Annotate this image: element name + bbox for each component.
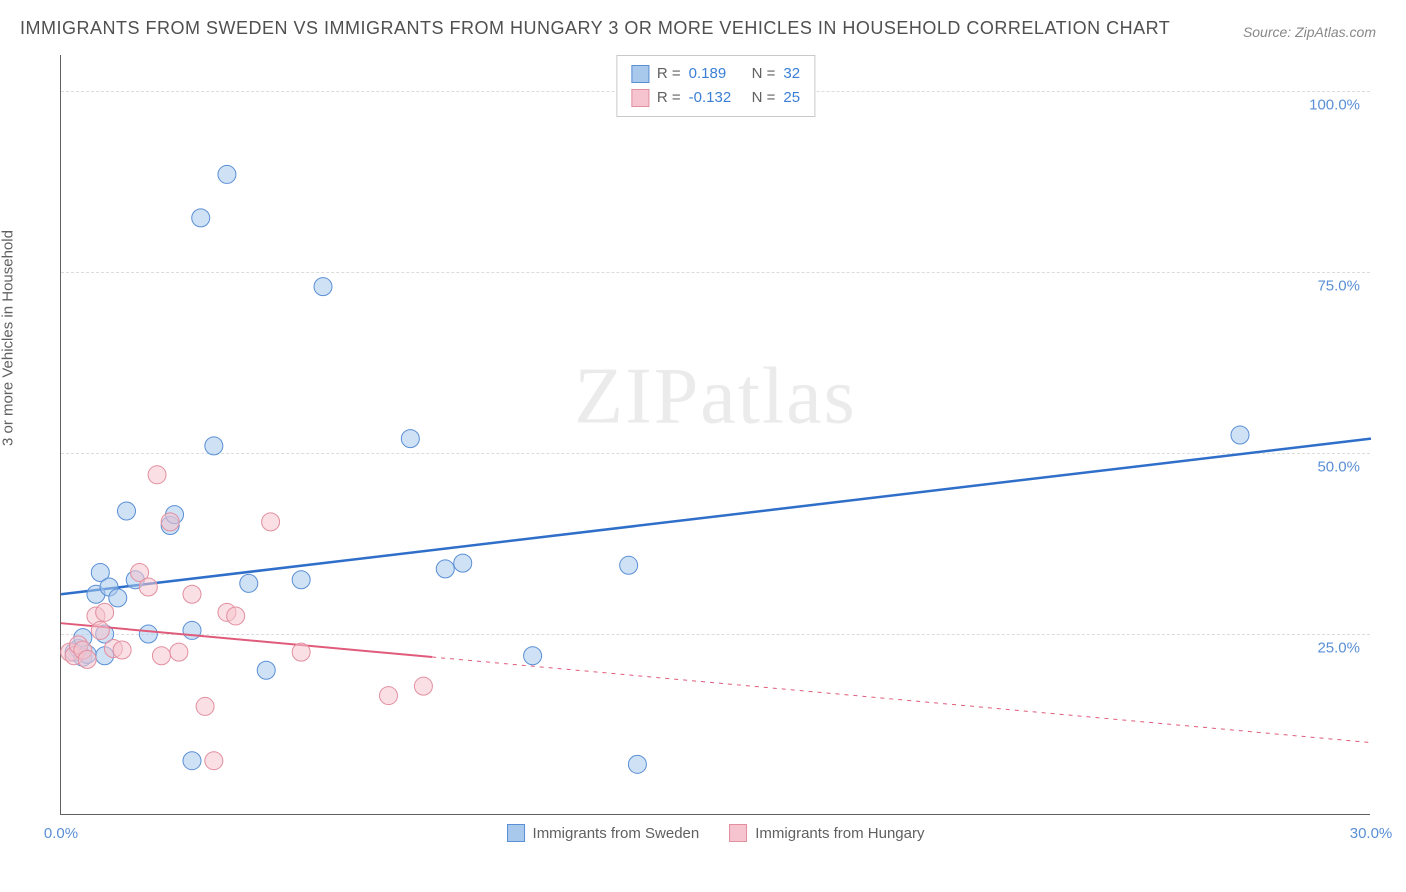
chart-svg	[61, 55, 1370, 814]
data-point	[78, 650, 96, 668]
data-point	[227, 607, 245, 625]
n-value-sweden: 32	[783, 62, 800, 86]
data-point	[96, 603, 114, 621]
data-point	[454, 554, 472, 572]
data-point	[218, 165, 236, 183]
swatch-sweden	[631, 65, 649, 83]
swatch-hungary	[631, 89, 649, 107]
source-attribution: Source: ZipAtlas.com	[1243, 24, 1376, 40]
data-point	[148, 466, 166, 484]
chart-title: IMMIGRANTS FROM SWEDEN VS IMMIGRANTS FRO…	[20, 18, 1170, 39]
legend-label-sweden: Immigrants from Sweden	[533, 825, 700, 842]
stats-row-sweden: R = 0.189 N = 32	[631, 62, 800, 86]
data-point	[183, 621, 201, 639]
data-point	[113, 641, 131, 659]
ytick-label: 100.0%	[1309, 97, 1360, 114]
data-point	[139, 578, 157, 596]
data-point	[152, 647, 170, 665]
data-point	[436, 560, 454, 578]
data-point	[91, 621, 109, 639]
trendline-dashed	[432, 657, 1371, 743]
ytick-label: 50.0%	[1317, 459, 1360, 476]
data-point	[183, 585, 201, 603]
data-point	[118, 502, 136, 520]
plot-area: ZIPatlas R = 0.189 N = 32 R = -0.132 N =…	[60, 55, 1370, 815]
stats-row-hungary: R = -0.132 N = 25	[631, 86, 800, 110]
data-point	[262, 513, 280, 531]
data-point	[257, 661, 275, 679]
data-point	[240, 574, 258, 592]
data-point	[620, 556, 638, 574]
data-point	[628, 755, 646, 773]
bottom-legend: Immigrants from Sweden Immigrants from H…	[507, 824, 925, 842]
r-value-sweden: 0.189	[689, 62, 744, 86]
legend-item-sweden: Immigrants from Sweden	[507, 824, 700, 842]
y-axis-label: 3 or more Vehicles in Household	[0, 230, 17, 446]
data-point	[292, 643, 310, 661]
data-point	[380, 687, 398, 705]
data-point	[109, 589, 127, 607]
n-label: N =	[752, 86, 776, 110]
data-point	[139, 625, 157, 643]
data-point	[524, 647, 542, 665]
data-point	[205, 752, 223, 770]
ytick-label: 75.0%	[1317, 278, 1360, 295]
data-point	[292, 571, 310, 589]
data-point	[1231, 426, 1249, 444]
r-label: R =	[657, 86, 681, 110]
data-point	[196, 697, 214, 715]
r-value-hungary: -0.132	[689, 86, 744, 110]
correlation-stats-box: R = 0.189 N = 32 R = -0.132 N = 25	[616, 55, 815, 117]
data-point	[401, 430, 419, 448]
xtick-label: 0.0%	[44, 825, 78, 842]
legend-item-hungary: Immigrants from Hungary	[729, 824, 924, 842]
data-point	[161, 513, 179, 531]
legend-label-hungary: Immigrants from Hungary	[755, 825, 924, 842]
trendline-solid	[61, 439, 1371, 595]
data-point	[314, 278, 332, 296]
data-point	[170, 643, 188, 661]
r-label: R =	[657, 62, 681, 86]
data-point	[183, 752, 201, 770]
n-label: N =	[752, 62, 776, 86]
legend-swatch-hungary	[729, 824, 747, 842]
data-point	[192, 209, 210, 227]
n-value-hungary: 25	[783, 86, 800, 110]
xtick-label: 30.0%	[1350, 825, 1393, 842]
legend-swatch-sweden	[507, 824, 525, 842]
ytick-label: 25.0%	[1317, 640, 1360, 657]
data-point	[205, 437, 223, 455]
data-point	[414, 677, 432, 695]
